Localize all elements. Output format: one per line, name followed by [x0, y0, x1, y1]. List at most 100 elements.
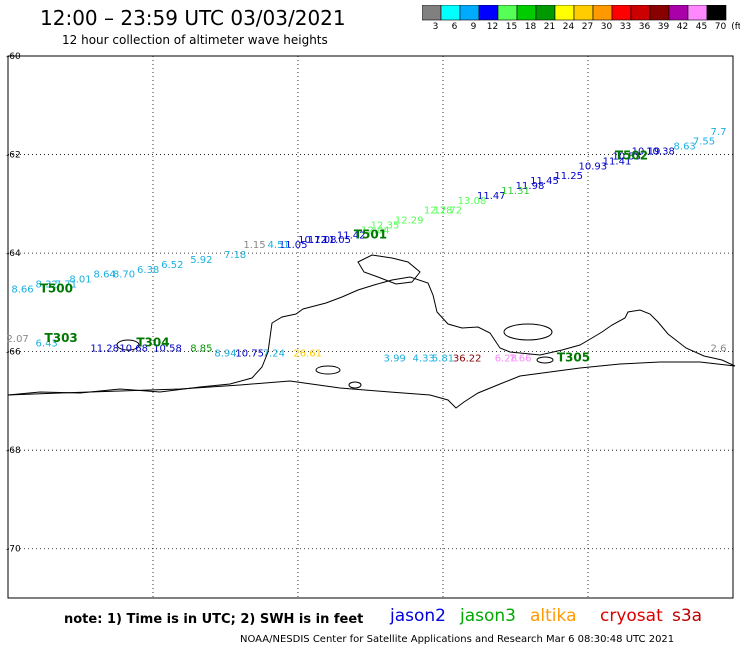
colorbar-label: 45: [695, 22, 708, 32]
wave-height-label: 11.41: [603, 156, 632, 167]
island: [503, 323, 553, 341]
wave-height-label: 11.25: [554, 171, 583, 182]
wave-height-label: 3.99: [384, 353, 406, 364]
wave-height-label: 10.93: [579, 161, 608, 172]
wave-height-label: 11.05: [322, 235, 351, 246]
wave-height-label: 2.6: [711, 344, 727, 355]
wave-height-label: 7.24: [263, 349, 285, 360]
colorbar-label: 18: [524, 22, 537, 32]
wave-height-label: 8.70: [113, 270, 135, 281]
wave-height-label: 7.66: [509, 353, 531, 364]
y-tick-label: -68: [6, 446, 21, 456]
island: [357, 254, 421, 285]
wave-height-label: 12.78: [424, 206, 453, 217]
wave-height-label: 13.08: [458, 196, 487, 207]
wave-height-label: 12.04: [361, 225, 390, 236]
colorbar-label: 27: [581, 22, 594, 32]
wave-height-label: 8.64: [94, 270, 116, 281]
colorbar-label: 42: [676, 22, 689, 32]
wave-height-label: 10.75: [235, 349, 264, 360]
wave-height-label: 10.68: [119, 344, 148, 355]
colorbar-label: 12: [486, 22, 499, 32]
satellite-legend-item: altika: [530, 606, 577, 626]
island: [348, 381, 362, 389]
y-tick-label: -70: [6, 545, 21, 555]
wave-height-label: 12.72: [434, 206, 463, 217]
wave-height-label: 12.35: [371, 220, 400, 231]
y-tick-label: -66: [6, 348, 21, 358]
colorbar-label: 9: [470, 22, 477, 32]
wave-height-label: 4.33: [413, 353, 435, 364]
wave-height-label: 7.7: [711, 127, 727, 138]
map-frame: [7, 55, 734, 599]
colorbar-label: 24: [562, 22, 575, 32]
wave-height-label: 36.22: [453, 353, 482, 364]
colorbar-label: 21: [543, 22, 556, 32]
wave-height-label: 11.08: [308, 235, 337, 246]
track-id-label: T502: [615, 148, 648, 162]
wave-height-label: 10.53: [612, 151, 641, 162]
wave-height-label: 10.38: [646, 147, 675, 158]
wave-height-label: 6.43: [36, 339, 58, 350]
wave-height-label: 5.92: [190, 255, 212, 266]
track-id-label: T500: [40, 282, 73, 296]
wave-height-label: 11.05: [279, 240, 308, 251]
wave-height-label: 6.52: [161, 260, 183, 271]
wave-height-label: 8.85: [190, 344, 212, 355]
wave-height-label: 1.15: [243, 240, 265, 251]
track-id-label: T501: [354, 227, 387, 241]
wave-height-label: 11.45: [530, 176, 559, 187]
wave-height-label: 6.28: [495, 353, 517, 364]
track-id-label: T303: [45, 331, 78, 345]
y-tick-label: -64: [6, 249, 21, 259]
wave-height-label: 11.98: [516, 181, 545, 192]
y-tick-label: -62: [6, 151, 21, 161]
colorbar-label: 30: [600, 22, 613, 32]
wave-height-map: 90939699102105-60-62-64-66-68-707.77.558…: [6, 52, 736, 599]
colorbar-label: 39: [657, 22, 670, 32]
wave-height-label: 7.71: [55, 280, 77, 291]
wave-height-label: 11.31: [501, 186, 530, 197]
island: [116, 339, 140, 351]
wave-height-label: 10.19: [632, 147, 661, 158]
wave-height-label: 2.07: [7, 334, 29, 345]
island: [315, 365, 341, 375]
colorbar-label: 3: [432, 22, 439, 32]
satellite-legend-item: s3a: [672, 606, 703, 626]
map-title: 12:00 – 23:59 UTC 03/03/2021: [40, 6, 346, 30]
colorbar-label: 70: [714, 22, 727, 32]
wave-height-label: 6.38: [137, 265, 159, 276]
track-id-label: T304: [136, 336, 169, 350]
wave-height-label: 11.28: [90, 344, 119, 355]
colorbar-label: 36: [638, 22, 651, 32]
colorbar-unit: (ft): [731, 22, 740, 32]
satellite-legend-item: cryosat: [600, 606, 663, 626]
wave-height-label: 8.01: [69, 275, 91, 286]
y-tick-label: -60: [6, 52, 21, 62]
satellite-legend-item: jason2: [390, 606, 446, 626]
colorbar-label: 6: [451, 22, 458, 32]
credit-line: NOAA/NESDIS Center for Satellite Applica…: [240, 634, 675, 645]
note: note: 1) Time is in UTC; 2) SWH is in fe…: [64, 612, 364, 627]
wave-height-label: 8.66: [11, 285, 33, 296]
wave-height-label: 10.72: [298, 235, 327, 246]
wave-height-label: 5.81: [432, 353, 454, 364]
wave-height-label: 26.61: [293, 349, 322, 360]
coastline: [7, 361, 736, 409]
wave-height-label: 11.42: [337, 230, 366, 241]
wave-height-label: 7.55: [693, 137, 715, 148]
track-id-label: T305: [557, 350, 590, 364]
map-subtitle: 12 hour collection of altimeter wave hei…: [62, 33, 328, 47]
wave-height-label: 8.32: [36, 280, 58, 291]
satellite-legend-item: jason3: [460, 606, 516, 626]
wave-height-label: 8.63: [674, 142, 696, 153]
wave-height-label: 11.47: [477, 191, 506, 202]
wave-height-label: 4.51: [268, 240, 290, 251]
colorbar: [422, 5, 727, 21]
coastline: [7, 276, 736, 396]
wave-height-label: 10.58: [153, 344, 182, 355]
wave-height-label: 8.94: [214, 349, 236, 360]
wave-height-label: 7.18: [224, 250, 246, 261]
colorbar-label: 15: [505, 22, 518, 32]
